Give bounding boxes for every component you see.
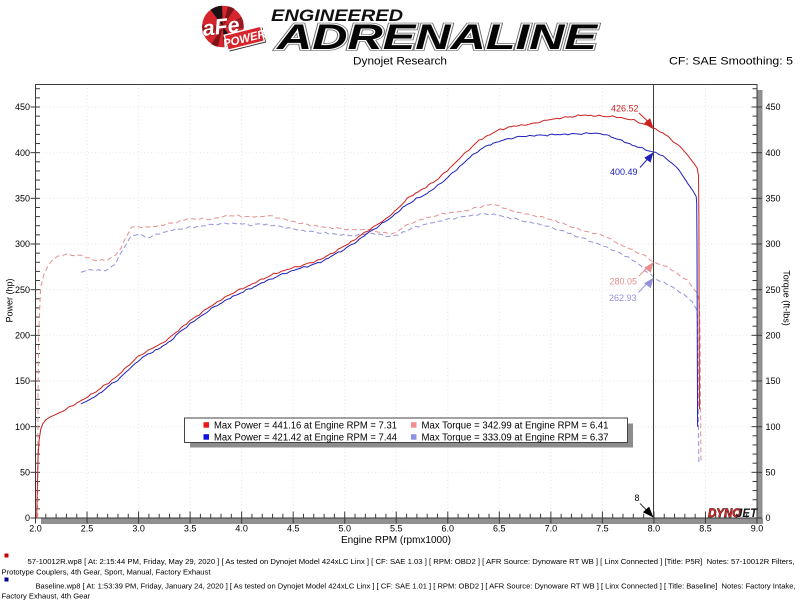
svg-text:100: 100 (766, 422, 781, 432)
svg-text:7.5: 7.5 (596, 524, 609, 534)
svg-text:CF: SAE Smoothing: 5: CF: SAE Smoothing: 5 (669, 56, 793, 68)
svg-text:450: 450 (766, 102, 781, 112)
svg-text:9.0: 9.0 (751, 524, 764, 534)
svg-text:350: 350 (15, 194, 30, 204)
svg-text:Power (hp): Power (hp) (5, 278, 15, 322)
svg-text:8: 8 (634, 493, 639, 503)
svg-text:300: 300 (766, 239, 781, 249)
svg-text:150: 150 (766, 376, 781, 386)
svg-text:350: 350 (766, 194, 781, 204)
svg-text:262.93: 262.93 (609, 293, 637, 303)
svg-text:50: 50 (20, 468, 30, 478)
svg-text:®: ® (240, 10, 245, 18)
svg-text:Max Torque = 333.09 at Engine: Max Torque = 333.09 at Engine RPM = 6.37 (422, 433, 609, 444)
svg-text:150: 150 (15, 376, 30, 386)
svg-text:0: 0 (766, 513, 771, 523)
svg-text:4.5: 4.5 (287, 524, 300, 534)
svg-text:400: 400 (766, 148, 781, 158)
svg-text:7.0: 7.0 (545, 524, 558, 534)
svg-text:280.05: 280.05 (609, 277, 637, 287)
svg-text:5.0: 5.0 (338, 524, 351, 534)
svg-text:Max Torque = 342.99 at Engine: Max Torque = 342.99 at Engine RPM = 6.41 (422, 421, 609, 432)
svg-text:200: 200 (15, 331, 30, 341)
svg-text:400: 400 (15, 148, 30, 158)
svg-text:Prototype Couplers, 4th Gear,: Prototype Couplers, 4th Gear, Sport, Man… (2, 567, 212, 576)
svg-text:Max Power = 441.16 at Engine R: Max Power = 441.16 at Engine RPM = 7.31 (214, 421, 397, 432)
svg-text:50: 50 (766, 468, 776, 478)
svg-text:8.5: 8.5 (699, 524, 712, 534)
svg-text:4.0: 4.0 (235, 524, 248, 534)
svg-text:250: 250 (15, 285, 30, 295)
svg-text:57-10012R.wp8 [ At: 2:15:44 PM: 57-10012R.wp8 [ At: 2:15:44 PM, Friday, … (28, 557, 795, 566)
svg-text:300: 300 (15, 239, 30, 249)
svg-text:200: 200 (766, 331, 781, 341)
svg-text:5.5: 5.5 (390, 524, 403, 534)
svg-text:Max Power = 421.42 at Engine R: Max Power = 421.42 at Engine RPM = 7.44 (214, 433, 397, 444)
svg-text:426.52: 426.52 (611, 104, 639, 114)
svg-text:450: 450 (15, 102, 30, 112)
svg-text:2.5: 2.5 (81, 524, 94, 534)
svg-text:250: 250 (766, 285, 781, 295)
svg-text:6.5: 6.5 (493, 524, 506, 534)
svg-text:3.0: 3.0 (132, 524, 145, 534)
svg-text:3.5: 3.5 (184, 524, 197, 534)
svg-text:aFe: aFe (201, 13, 241, 41)
svg-text:ENGINEERED: ENGINEERED (271, 7, 403, 25)
svg-text:6.0: 6.0 (442, 524, 455, 534)
svg-text:8.0: 8.0 (648, 524, 661, 534)
svg-text:Engine RPM (rpmx1000): Engine RPM (rpmx1000) (341, 535, 451, 546)
svg-text:Baseline.wp8 [ At: 1:53:39 PM,: Baseline.wp8 [ At: 1:53:39 PM, Friday, J… (36, 581, 796, 590)
svg-text:2.0: 2.0 (29, 524, 42, 534)
svg-text:ADRENALINE: ADRENALINE (276, 18, 600, 57)
svg-text:0: 0 (25, 513, 30, 523)
svg-text:ADRENALINE: ADRENALINE (276, 18, 600, 57)
svg-text:Dynojet Research: Dynojet Research (353, 56, 447, 68)
svg-text:Factory Exhaust, 4th Gear: Factory Exhaust, 4th Gear (2, 591, 91, 600)
svg-text:100: 100 (15, 422, 30, 432)
svg-text:Torque (ft-lbs): Torque (ft-lbs) (782, 270, 792, 326)
svg-text:400.49: 400.49 (610, 167, 638, 177)
svg-text:JET: JET (736, 508, 758, 520)
svg-text:DYNO: DYNO (708, 508, 741, 520)
